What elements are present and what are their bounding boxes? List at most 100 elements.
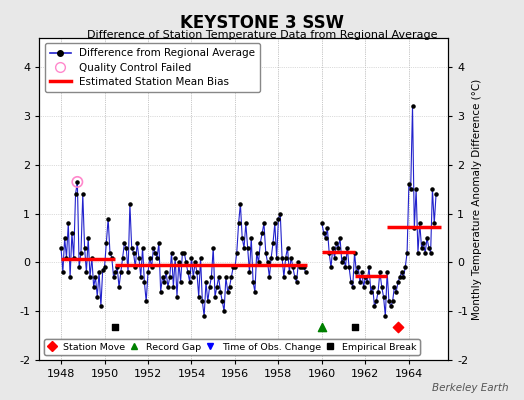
Point <box>247 235 256 241</box>
Point <box>261 250 270 256</box>
Point <box>84 235 92 241</box>
Point <box>91 274 100 280</box>
Point <box>180 250 189 256</box>
Point <box>127 244 136 251</box>
Point <box>370 303 379 310</box>
Point <box>321 235 330 241</box>
Point <box>424 244 433 251</box>
Point <box>129 250 138 256</box>
Point <box>118 254 127 261</box>
Point <box>106 250 114 256</box>
Point <box>166 274 174 280</box>
Point <box>88 254 96 261</box>
Point <box>334 244 342 251</box>
Point <box>343 244 352 251</box>
Point <box>381 313 389 319</box>
Point <box>189 274 198 280</box>
Point <box>122 244 130 251</box>
Point <box>124 269 132 275</box>
Point <box>233 250 241 256</box>
Point <box>115 284 123 290</box>
Point <box>216 288 225 295</box>
Point <box>140 279 149 285</box>
Point <box>423 235 431 241</box>
Point <box>412 186 420 192</box>
Point <box>394 324 402 330</box>
Point <box>354 264 363 270</box>
Point <box>267 254 276 261</box>
Point <box>419 240 428 246</box>
Point <box>276 210 285 217</box>
Point <box>110 274 118 280</box>
Point <box>135 254 143 261</box>
Point <box>62 254 71 261</box>
Point <box>95 269 103 275</box>
Point <box>332 240 341 246</box>
Point <box>385 298 393 305</box>
Point <box>331 254 339 261</box>
Point <box>287 254 296 261</box>
Point <box>368 284 377 290</box>
Point <box>249 279 257 285</box>
Point <box>204 298 212 305</box>
Point <box>117 269 125 275</box>
Point <box>363 279 372 285</box>
Point <box>111 269 119 275</box>
Point <box>351 250 359 256</box>
Point <box>174 259 183 266</box>
Point <box>318 220 326 226</box>
Point <box>59 269 67 275</box>
Point <box>131 264 139 270</box>
Point <box>126 201 134 207</box>
Point <box>428 186 436 192</box>
Point <box>298 264 306 270</box>
Point <box>289 264 297 270</box>
Point <box>100 264 108 270</box>
Point <box>340 254 348 261</box>
Point <box>414 250 422 256</box>
Point <box>256 240 265 246</box>
Point <box>133 240 141 246</box>
Point <box>60 235 69 241</box>
Point <box>367 288 375 295</box>
Point <box>71 191 80 197</box>
Point <box>377 284 386 290</box>
Point <box>329 244 337 251</box>
Point <box>294 259 302 266</box>
Point <box>182 259 190 266</box>
Point <box>137 274 145 280</box>
Point <box>318 324 326 330</box>
Point <box>102 240 111 246</box>
Point <box>82 269 91 275</box>
Point <box>348 284 357 290</box>
Point <box>361 274 369 280</box>
Point <box>372 298 380 305</box>
Point <box>113 264 122 270</box>
Point <box>407 186 415 192</box>
Point <box>269 240 277 246</box>
Point <box>390 284 399 290</box>
Point <box>374 288 383 295</box>
Point <box>169 284 178 290</box>
Point <box>167 250 176 256</box>
Point <box>220 308 228 314</box>
Point <box>337 259 346 266</box>
Point <box>198 298 206 305</box>
Point <box>73 179 82 185</box>
Point <box>376 269 384 275</box>
Point <box>365 264 373 270</box>
Point <box>222 274 230 280</box>
Point <box>173 293 181 300</box>
Point <box>225 284 234 290</box>
Point <box>205 284 214 290</box>
Point <box>187 254 195 261</box>
Point <box>162 269 170 275</box>
Point <box>254 259 263 266</box>
Point <box>214 274 223 280</box>
Point <box>177 279 185 285</box>
Point <box>265 274 274 280</box>
Point <box>200 313 209 319</box>
Point <box>427 250 435 256</box>
Point <box>57 244 65 251</box>
Point <box>144 269 152 275</box>
